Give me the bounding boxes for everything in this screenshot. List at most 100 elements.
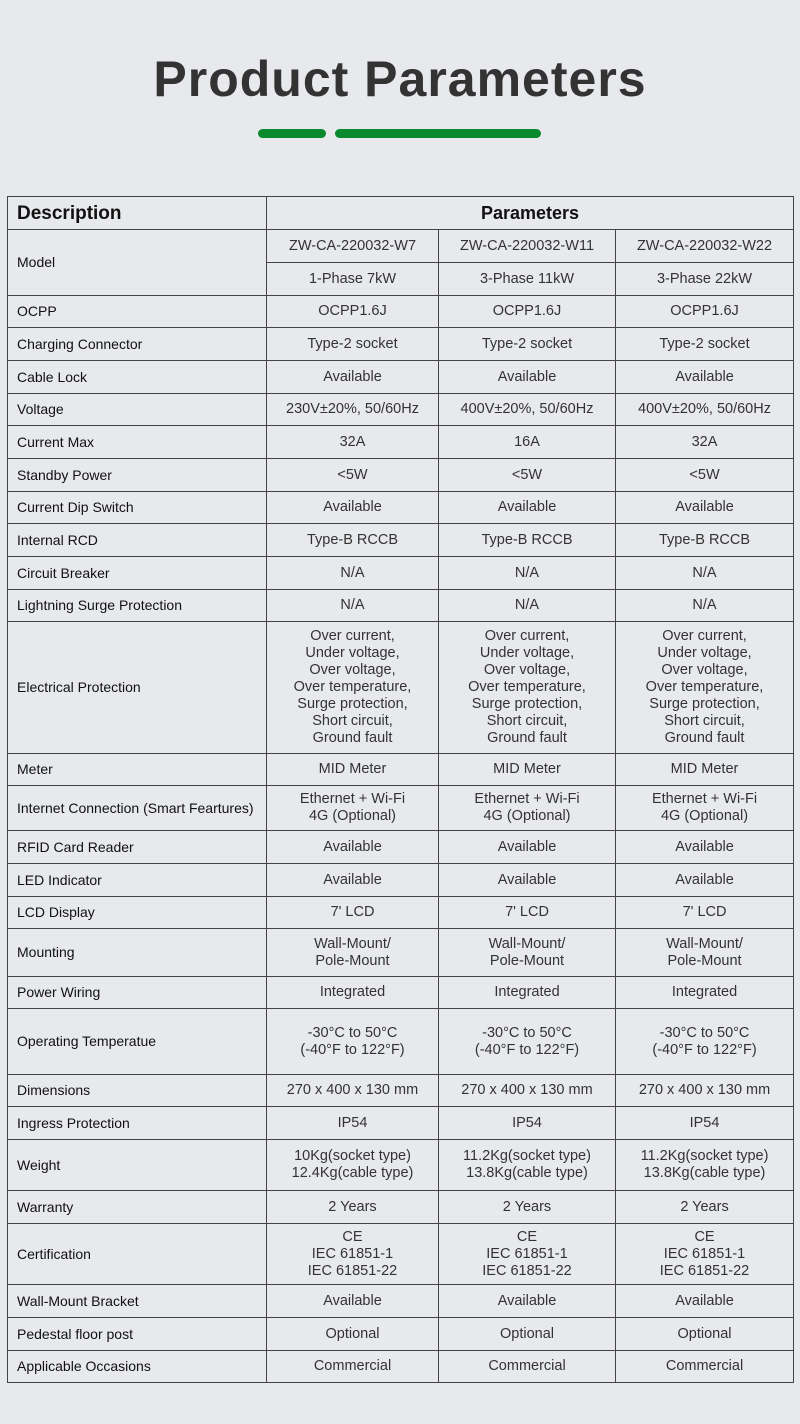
title-underline-long bbox=[335, 129, 541, 138]
row-label: Charging Connector bbox=[7, 327, 267, 361]
value-cell: 270 x 400 x 130 mm bbox=[266, 1074, 439, 1107]
value-cell: IP54 bbox=[614, 1106, 795, 1140]
table-header-row: Description Parameters bbox=[7, 196, 795, 230]
value-cell: 11.2Kg(socket type) 13.8Kg(cable type) bbox=[614, 1139, 795, 1191]
value-cell: Ethernet + Wi-Fi 4G (Optional) bbox=[266, 785, 439, 831]
row-label: LED Indicator bbox=[7, 863, 267, 897]
row-label: Circuit Breaker bbox=[7, 556, 267, 590]
header-description: Description bbox=[7, 196, 267, 230]
row-label: LCD Display bbox=[7, 896, 267, 929]
value-cell: 16A bbox=[438, 425, 616, 459]
value-cell: Optional bbox=[438, 1317, 616, 1351]
value-cell: 7' LCD bbox=[438, 896, 616, 929]
table-row: Weight 10Kg(socket type) 12.4Kg(cable typ… bbox=[7, 1139, 795, 1191]
table-row: Mounting Wall-Mount/ Pole-Mount Wall-Mount… bbox=[7, 928, 795, 977]
value-cell: -30°C to 50°C (-40°F to 122°F) bbox=[438, 1008, 616, 1075]
value-cell: <5W bbox=[614, 458, 795, 492]
value-cell: Type-B RCCB bbox=[438, 523, 616, 557]
value-cell: MID Meter bbox=[438, 753, 616, 786]
row-label: Voltage bbox=[7, 393, 267, 426]
table-row: Meter MID Meter MID Meter MID Meter bbox=[7, 753, 795, 786]
table-row: Current Max 32A 16A 32A bbox=[7, 425, 795, 459]
row-label: Current Dip Switch bbox=[7, 491, 267, 524]
value-cell: Integrated bbox=[614, 976, 795, 1009]
value-cell: MID Meter bbox=[614, 753, 795, 786]
model-label: Model bbox=[7, 229, 267, 296]
row-label: Applicable Occasions bbox=[7, 1350, 267, 1383]
value-cell: Available bbox=[438, 360, 616, 394]
row-label: Electrical Protection bbox=[7, 621, 267, 754]
header-parameters: Parameters bbox=[265, 196, 795, 230]
value-cell: Commercial bbox=[614, 1350, 795, 1383]
value-cell: 7' LCD bbox=[266, 896, 439, 929]
table-row: Applicable Occasions Commercial Commercial… bbox=[7, 1350, 795, 1383]
value-cell: 270 x 400 x 130 mm bbox=[438, 1074, 616, 1107]
value-cell: Type-2 socket bbox=[266, 327, 439, 361]
value-cell: Available bbox=[438, 491, 616, 524]
phase-row: 1-Phase 7kW 3-Phase 11kW 3-Phase 22kW bbox=[8, 262, 795, 296]
table-row: Charging Connector Type-2 socket Type-2 so… bbox=[7, 327, 795, 361]
table-row: Certification CE IEC 61851-1 IEC 61851-22… bbox=[7, 1223, 795, 1285]
row-label: Meter bbox=[7, 753, 267, 786]
value-cell: Wall-Mount/ Pole-Mount bbox=[438, 928, 616, 977]
table-row: OCPP OCPP1.6J OCPP1.6J OCPP1.6J bbox=[7, 295, 795, 328]
value-cell: 400V±20%, 50/60Hz bbox=[438, 393, 616, 426]
row-label: Lightning Surge Protection bbox=[7, 589, 267, 622]
model-cell: ZW-CA-220032-W11 bbox=[438, 229, 616, 263]
value-cell: 2 Years bbox=[266, 1190, 439, 1224]
table-row: Ingress Protection IP54 IP54 IP54 bbox=[7, 1106, 795, 1140]
table-row: LCD Display 7' LCD 7' LCD 7' LCD bbox=[7, 896, 795, 929]
value-cell: N/A bbox=[614, 589, 795, 622]
row-label: Internet Connection (Smart Feartures) bbox=[7, 785, 267, 831]
value-cell: Available bbox=[614, 863, 795, 897]
value-cell: N/A bbox=[266, 589, 439, 622]
value-cell: Wall-Mount/ Pole-Mount bbox=[266, 928, 439, 977]
value-cell: Available bbox=[266, 491, 439, 524]
value-cell: Available bbox=[266, 863, 439, 897]
row-label: Wall-Mount Bracket bbox=[7, 1284, 267, 1318]
row-label: Operating Temperatue bbox=[7, 1008, 267, 1075]
page-title: Product Parameters bbox=[153, 51, 647, 107]
row-label: Weight bbox=[7, 1139, 267, 1191]
table-row: Voltage 230V±20%, 50/60Hz 400V±20%, 50/60H… bbox=[7, 393, 795, 426]
value-cell: 32A bbox=[266, 425, 439, 459]
value-cell: Ethernet + Wi-Fi 4G (Optional) bbox=[438, 785, 616, 831]
value-cell: N/A bbox=[438, 589, 616, 622]
row-label: Pedestal floor post bbox=[7, 1317, 267, 1351]
phase-cell: 3-Phase 11kW bbox=[438, 262, 616, 296]
value-cell: 32A bbox=[614, 425, 795, 459]
value-cell: OCPP1.6J bbox=[266, 295, 439, 328]
table-row: Wall-Mount Bracket Available Available Avai… bbox=[7, 1284, 795, 1318]
value-cell: Type-B RCCB bbox=[266, 523, 439, 557]
value-cell: Type-2 socket bbox=[438, 327, 616, 361]
value-cell: 230V±20%, 50/60Hz bbox=[266, 393, 439, 426]
value-cell: Available bbox=[266, 360, 439, 394]
value-cell: Over current, Under voltage, Over voltag… bbox=[614, 621, 795, 754]
value-cell: Type-B RCCB bbox=[614, 523, 795, 557]
row-label: Power Wiring bbox=[7, 976, 267, 1009]
value-cell: -30°C to 50°C (-40°F to 122°F) bbox=[266, 1008, 439, 1075]
row-label: Certification bbox=[7, 1223, 267, 1285]
row-label: OCPP bbox=[7, 295, 267, 328]
table-row: Dimensions 270 x 400 x 130 mm 270 x 400 x … bbox=[7, 1074, 795, 1107]
value-cell: Available bbox=[614, 830, 795, 864]
value-cell: -30°C to 50°C (-40°F to 122°F) bbox=[614, 1008, 795, 1075]
table-row: Warranty 2 Years 2 Years 2 Years bbox=[7, 1190, 795, 1224]
value-cell: Available bbox=[438, 863, 616, 897]
row-label: Internal RCD bbox=[7, 523, 267, 557]
value-cell: <5W bbox=[438, 458, 616, 492]
value-cell: Available bbox=[614, 1284, 795, 1318]
value-cell: CE IEC 61851-1 IEC 61851-22 bbox=[438, 1223, 616, 1285]
value-cell: 2 Years bbox=[614, 1190, 795, 1224]
row-label: Dimensions bbox=[7, 1074, 267, 1107]
table-row: Operating Temperatue -30°C to 50°C (-40°F… bbox=[7, 1008, 795, 1075]
value-cell: 11.2Kg(socket type) 13.8Kg(cable type) bbox=[438, 1139, 616, 1191]
parameters-table: Description Parameters Model ZW-CA-22003… bbox=[7, 196, 795, 1383]
value-cell: Available bbox=[438, 1284, 616, 1318]
value-cell: CE IEC 61851-1 IEC 61851-22 bbox=[266, 1223, 439, 1285]
row-label: Standby Power bbox=[7, 458, 267, 492]
value-cell: IP54 bbox=[266, 1106, 439, 1140]
table-row: Power Wiring Integrated Integrated Integrat… bbox=[7, 976, 795, 1009]
value-cell: Over current, Under voltage, Over voltag… bbox=[266, 621, 439, 754]
value-cell: Over current, Under voltage, Over voltag… bbox=[438, 621, 616, 754]
